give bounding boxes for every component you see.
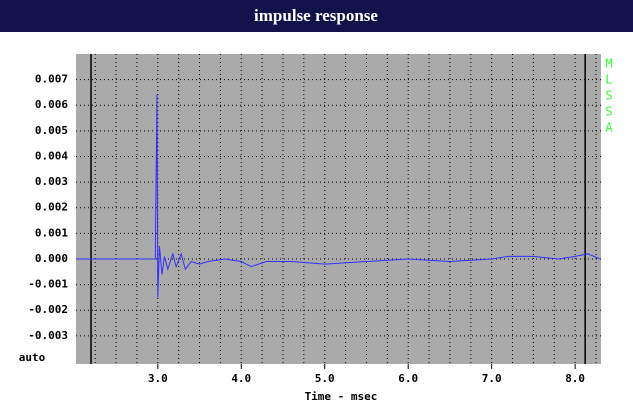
x-tick-label: 8.0 [565,372,585,385]
side-label: S [605,89,612,103]
x-tick-label: 7.0 [482,372,502,385]
side-label: A [605,121,613,135]
x-axis-label: Time - msec [305,390,378,403]
y-tick-label: -0.002 [28,303,68,316]
x-tick-label: 4.0 [231,372,251,385]
y-tick-label: 0.005 [35,124,68,137]
y-tick-label: -0.001 [28,278,68,291]
x-tick-label: 6.0 [398,372,418,385]
y-tick-label: 0.002 [35,201,68,214]
plot-area [76,54,601,364]
y-tick-label: 0.000 [35,252,68,265]
side-label: M [605,57,612,71]
y-tick-label: 0.007 [35,73,68,86]
y-tick-label: 0.003 [35,175,68,188]
side-label: L [605,73,612,87]
side-label: S [605,105,612,119]
series-line [76,94,601,298]
chart-title: impulse response [254,6,378,25]
y-note: auto [19,351,46,364]
x-tick-label: 3.0 [148,372,168,385]
y-tick-label: 0.004 [35,149,68,162]
y-tick-label: -0.003 [28,329,68,342]
header-bar [0,0,633,32]
y-tick-label: 0.006 [35,98,68,111]
x-tick-label: 5.0 [315,372,335,385]
y-tick-label: 0.001 [35,226,68,239]
